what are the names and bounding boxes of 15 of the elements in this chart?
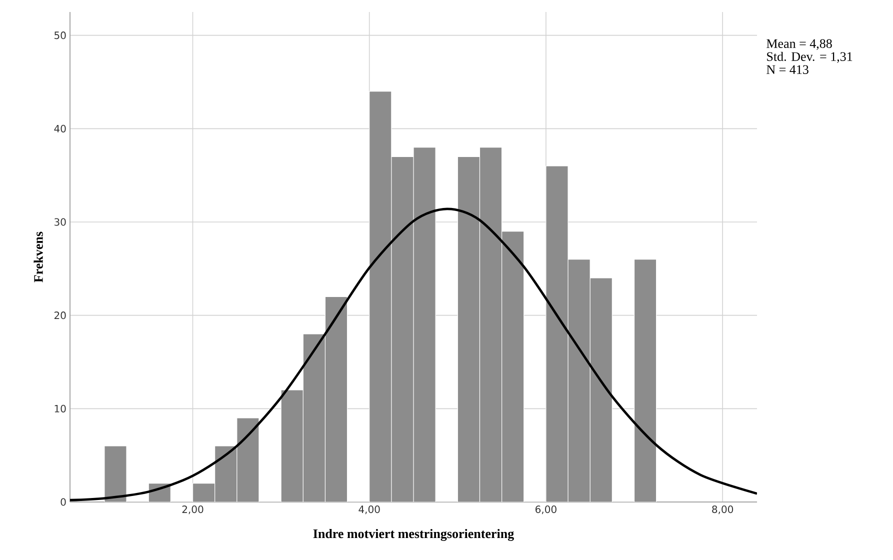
text: Std. Dev. = 1,31 <box>767 52 852 63</box>
text: N = 413 <box>766 65 808 74</box>
x-tick-label: 8,00 <box>712 506 734 514</box>
y-axis-title: Frekvens <box>34 232 43 282</box>
y-tick-label: 50 <box>54 32 66 40</box>
y-tick-label: 20 <box>54 312 66 320</box>
x-tick-label: 2,00 <box>182 506 204 514</box>
y-tick-label: 30 <box>54 218 66 226</box>
y-tick-label: 10 <box>54 404 66 412</box>
y-tick-label: 40 <box>54 124 66 132</box>
text: Mean = 4,88 <box>766 39 832 50</box>
y-tick-label: 0 <box>60 498 66 506</box>
x-tick-label: 4,00 <box>358 506 380 514</box>
x-axis-title: Indre motviert mestringsorientering <box>313 528 514 541</box>
x-tick-label: 6,00 <box>536 506 556 514</box>
